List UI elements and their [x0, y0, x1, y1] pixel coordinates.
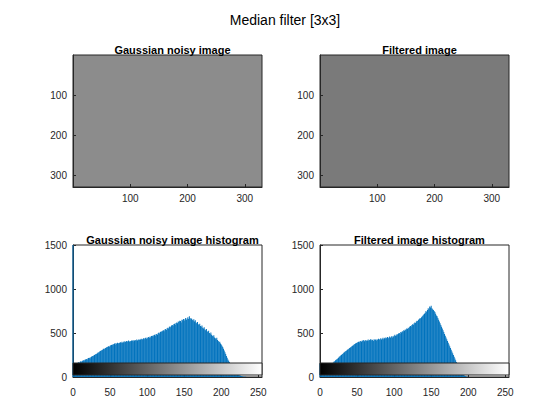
svg-text:200: 200	[460, 387, 477, 398]
svg-text:0: 0	[70, 387, 76, 398]
svg-text:200: 200	[213, 387, 230, 398]
svg-text:50: 50	[104, 387, 116, 398]
svg-text:300: 300	[236, 193, 253, 204]
svg-text:Filtered image histogram: Filtered image histogram	[354, 234, 485, 246]
svg-text:200: 200	[426, 193, 443, 204]
svg-text:100: 100	[369, 193, 386, 204]
svg-text:Filtered image: Filtered image	[382, 44, 457, 56]
svg-text:300: 300	[297, 170, 314, 181]
svg-text:0: 0	[61, 372, 67, 383]
svg-text:Gaussian noisy image histogram: Gaussian noisy image histogram	[86, 234, 259, 246]
svg-text:100: 100	[139, 387, 156, 398]
svg-text:1000: 1000	[292, 284, 315, 295]
svg-text:500: 500	[50, 328, 67, 339]
svg-text:1000: 1000	[45, 284, 68, 295]
svg-text:200: 200	[50, 130, 67, 141]
svg-text:50: 50	[351, 387, 363, 398]
svg-text:100: 100	[386, 387, 403, 398]
svg-text:500: 500	[297, 328, 314, 339]
svg-text:150: 150	[423, 387, 440, 398]
svg-text:Median filter [3x3]: Median filter [3x3]	[230, 12, 341, 28]
svg-text:250: 250	[250, 387, 267, 398]
svg-text:200: 200	[297, 130, 314, 141]
svg-text:300: 300	[50, 170, 67, 181]
svg-text:100: 100	[122, 193, 139, 204]
svg-text:1500: 1500	[45, 240, 68, 251]
svg-text:Gaussian noisy image: Gaussian noisy image	[114, 44, 230, 56]
svg-text:0: 0	[308, 372, 314, 383]
svg-text:0: 0	[317, 387, 323, 398]
svg-text:300: 300	[483, 193, 500, 204]
svg-text:200: 200	[179, 193, 196, 204]
svg-text:100: 100	[297, 90, 314, 101]
svg-text:100: 100	[50, 90, 67, 101]
svg-text:1500: 1500	[292, 240, 315, 251]
svg-text:250: 250	[497, 387, 514, 398]
svg-text:150: 150	[176, 387, 193, 398]
